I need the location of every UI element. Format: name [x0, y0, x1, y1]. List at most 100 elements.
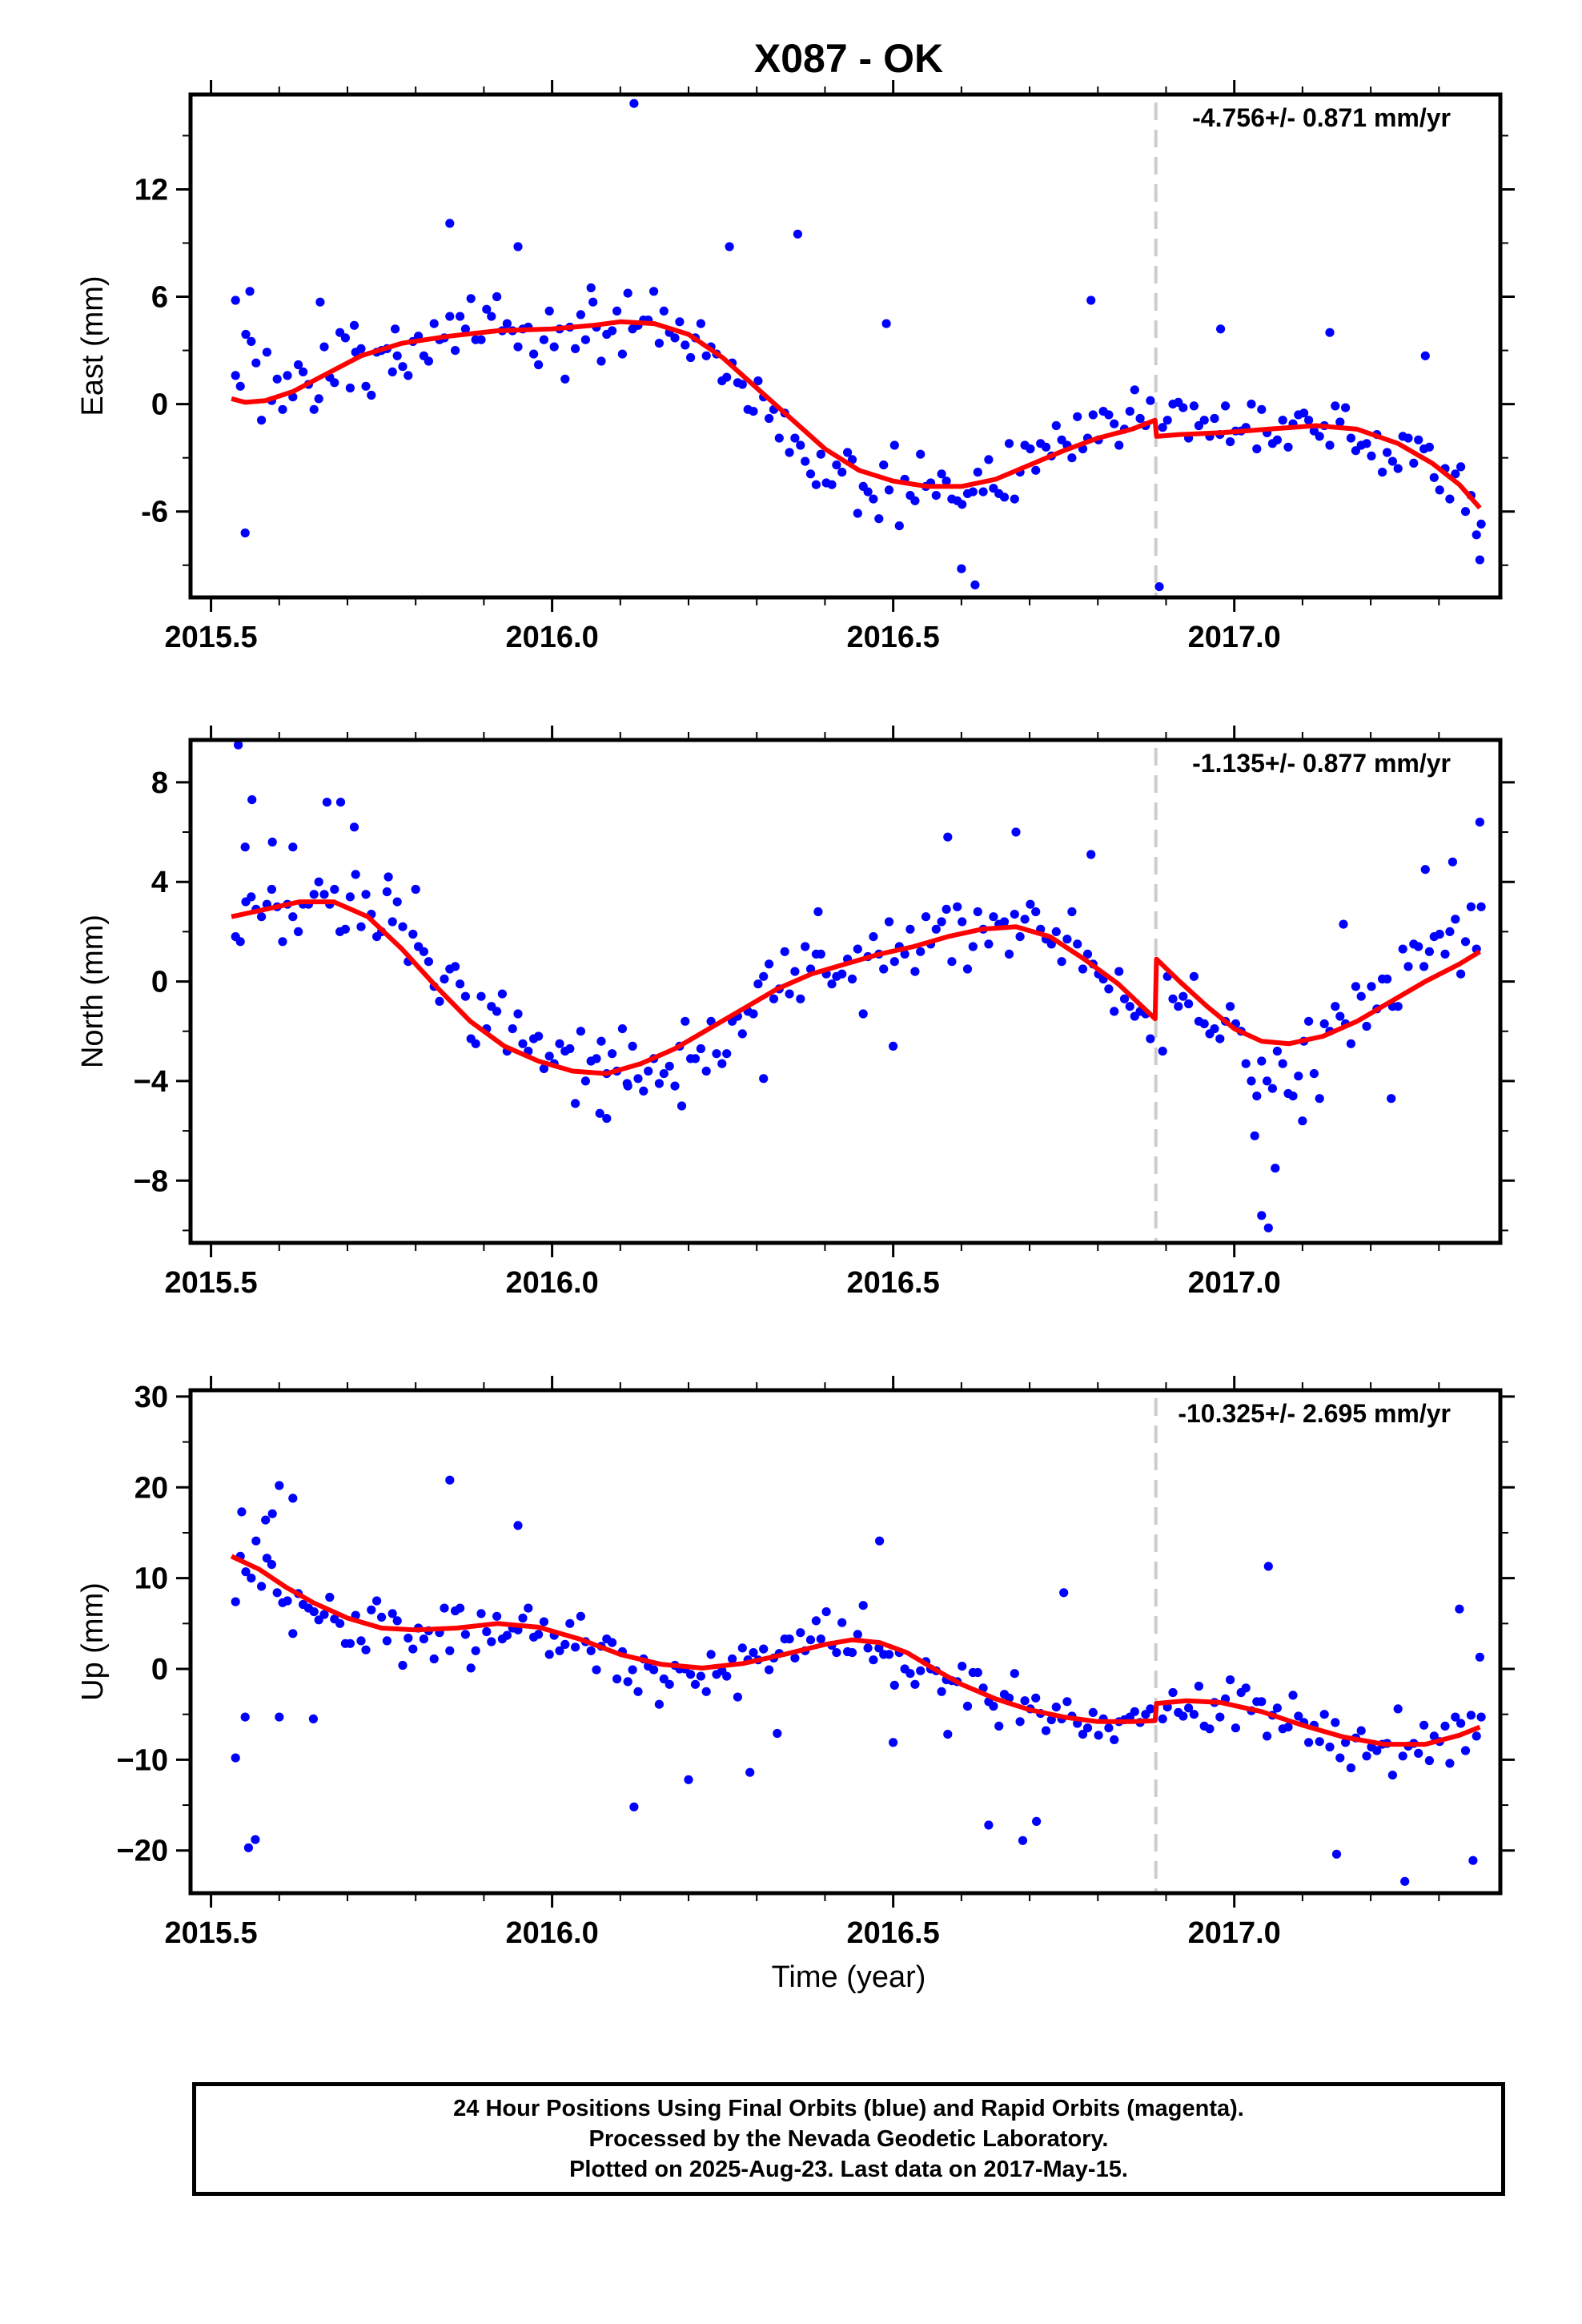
up-point: [241, 1567, 251, 1577]
up-point: [790, 1653, 800, 1663]
north-point: [759, 971, 769, 981]
up-point: [649, 1665, 659, 1675]
up-point: [737, 1643, 747, 1653]
up-point: [456, 1603, 465, 1613]
up-point: [706, 1650, 716, 1659]
up-point: [1168, 1687, 1178, 1698]
north-point: [837, 969, 847, 979]
east-point: [675, 317, 685, 327]
north-point: [534, 1031, 544, 1041]
east-fit-line: [231, 319, 1482, 510]
east-x-tick-label: 2016.5: [847, 621, 940, 654]
up-point: [356, 1636, 366, 1646]
north-point: [937, 917, 946, 927]
east-point: [796, 440, 805, 450]
east-point: [827, 480, 837, 489]
north-point: [1104, 984, 1114, 994]
north-point: [435, 996, 444, 1006]
north-point: [1078, 964, 1088, 974]
north-point: [1447, 857, 1457, 866]
up-point: [261, 1515, 271, 1525]
east-point: [1472, 530, 1481, 540]
up-point: [445, 1475, 455, 1485]
up-point: [811, 1616, 821, 1626]
up-point: [1398, 1751, 1407, 1761]
north-point: [602, 1114, 612, 1124]
north-point: [690, 1054, 701, 1063]
up-point: [1315, 1737, 1324, 1747]
up-point: [1456, 1719, 1466, 1728]
east-frame: [188, 92, 1503, 600]
up-point: [684, 1775, 693, 1784]
north-point: [580, 1076, 591, 1086]
north-point: [1398, 944, 1407, 954]
east-point: [398, 362, 408, 372]
north-point: [576, 1027, 586, 1036]
north-point: [968, 942, 978, 951]
north-point: [722, 1049, 732, 1059]
up-frame: [188, 1388, 1503, 1896]
up-point: [513, 1521, 523, 1530]
east-y-tick-label: 0: [151, 388, 168, 422]
east-point: [701, 351, 711, 360]
east-point: [681, 340, 690, 350]
east-point: [1272, 435, 1282, 444]
east-point: [785, 448, 794, 457]
east-point: [612, 306, 622, 316]
east-point: [1456, 462, 1466, 472]
east-rate-label: -4.756+/- 0.871 mm/yr: [1192, 103, 1451, 132]
east-point: [973, 468, 982, 477]
north-point: [1339, 919, 1348, 929]
north-point: [796, 994, 805, 1003]
up-point: [1263, 1731, 1272, 1741]
north-point: [1362, 1021, 1371, 1031]
north-point: [905, 924, 915, 934]
up-point: [492, 1611, 502, 1621]
up-point: [696, 1671, 706, 1681]
up-point: [1032, 1816, 1042, 1826]
up-point: [1372, 1746, 1382, 1755]
north-point: [1051, 927, 1061, 936]
east-point: [696, 319, 706, 328]
north-point: [424, 957, 434, 967]
up-point: [460, 1630, 471, 1639]
up-point: [524, 1603, 533, 1613]
east-point: [588, 297, 598, 307]
east-point: [931, 491, 941, 501]
up-point: [466, 1663, 476, 1673]
up-point: [884, 1650, 894, 1659]
up-point: [1020, 1696, 1030, 1706]
east-point: [492, 292, 502, 302]
east-point: [984, 455, 994, 464]
east-point: [879, 460, 889, 470]
east-point: [805, 469, 816, 479]
north-point: [659, 1069, 669, 1079]
east-point: [1086, 296, 1096, 305]
up-y-tick-label: 0: [151, 1653, 168, 1687]
east-x-tick-label: 2016.0: [505, 621, 598, 654]
up-point: [847, 1648, 857, 1658]
up-point: [665, 1679, 674, 1689]
north-point: [921, 912, 931, 922]
east-point: [881, 319, 891, 328]
up-point: [633, 1687, 643, 1696]
up-point: [231, 1597, 240, 1606]
up-point: [1472, 1731, 1481, 1741]
east-point: [874, 514, 884, 524]
north-point: [278, 937, 287, 947]
north-point: [1424, 947, 1434, 956]
north-point: [953, 902, 962, 911]
up-point: [576, 1611, 586, 1621]
north-point: [1346, 1039, 1355, 1048]
east-point: [1114, 440, 1124, 450]
east-point: [424, 356, 434, 366]
north-point: [1073, 939, 1082, 949]
north-point: [1082, 949, 1093, 959]
up-point: [701, 1687, 711, 1696]
east-point: [1252, 444, 1262, 454]
up-point: [796, 1628, 805, 1638]
north-point: [1015, 932, 1025, 942]
up-point: [231, 1753, 240, 1763]
up-point: [283, 1596, 292, 1606]
